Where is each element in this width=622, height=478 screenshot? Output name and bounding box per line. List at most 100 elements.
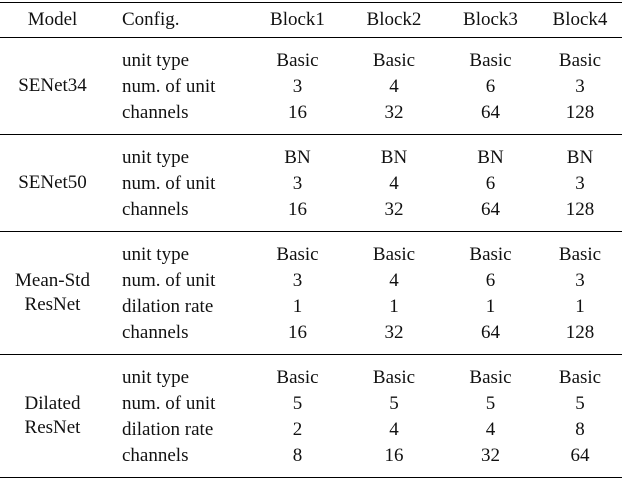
block4-cell: 128 xyxy=(565,102,595,123)
table-row: channels 8 16 32 64 xyxy=(0,443,622,478)
config-cell: num. of unit xyxy=(122,393,216,414)
block3-cell: 64 xyxy=(481,199,500,220)
table-row: num. of unit 3 4 6 3 xyxy=(0,74,622,100)
block3-cell: BN xyxy=(477,147,504,168)
block2-cell: Basic xyxy=(372,244,416,265)
block1-cell: 3 xyxy=(292,76,303,97)
block4-cell: 3 xyxy=(575,76,585,97)
block1-cell: Basic xyxy=(276,244,319,265)
table-row: Mean-Std ResNet unit type Basic Basic Basic Ba… xyxy=(0,232,622,315)
block4-cell: 5 xyxy=(575,393,585,414)
table-row: SENet50 unit type BN BN BN BN xyxy=(0,135,622,193)
header-config: Config. xyxy=(122,9,180,30)
table-row: channels 16 32 64 128 xyxy=(0,320,622,355)
config-cell: unit type xyxy=(122,367,190,388)
block4-cell: Basic xyxy=(558,367,602,388)
config-cell: unit type xyxy=(122,244,190,265)
block1-cell: 5 xyxy=(292,393,303,414)
config-cell: num. of unit xyxy=(122,76,216,97)
header-row: Model Config. Block1 Block2 Block3 Block… xyxy=(0,2,622,38)
header-model: Model xyxy=(27,9,78,30)
config-cell: num. of unit xyxy=(122,270,216,291)
config-cell: unit type xyxy=(122,147,190,168)
block4-cell: Basic xyxy=(558,50,602,71)
table-row: SENet34 unit type Basic Basic Basic Basic xyxy=(0,38,622,96)
block1-cell: Basic xyxy=(276,50,319,71)
config-cell: channels xyxy=(122,445,189,466)
model-name-cell: Dilated ResNet xyxy=(0,355,105,478)
block4-cell: Basic xyxy=(558,244,602,265)
block1-cell: 3 xyxy=(292,173,303,194)
model-group: Dilated ResNet unit type Basic Basic Basic Bas… xyxy=(0,355,622,478)
block4-cell: 1 xyxy=(575,296,585,317)
block1-cell: BN xyxy=(284,147,311,168)
block2-cell: 1 xyxy=(389,296,399,317)
block3-cell: 6 xyxy=(485,270,496,291)
config-cell: unit type xyxy=(122,50,190,71)
block1-cell: 1 xyxy=(292,296,303,317)
table-row: dilation rate 2 4 4 8 xyxy=(0,417,622,443)
model-name-cell: Mean-Std ResNet xyxy=(0,232,105,355)
config-cell: dilation rate xyxy=(122,296,214,317)
block4-cell: 128 xyxy=(565,322,595,343)
block4-cell: BN xyxy=(566,147,594,168)
block3-cell: Basic xyxy=(469,367,512,388)
table-row: channels 16 32 64 128 xyxy=(0,197,622,232)
config-cell: channels xyxy=(122,102,189,123)
block1-cell: 16 xyxy=(288,322,307,343)
block2-cell: 4 xyxy=(389,270,399,291)
header-block4: Block4 xyxy=(552,9,608,30)
model-name-cell: SENet50 xyxy=(0,135,105,232)
model-name-line: ResNet xyxy=(24,294,81,315)
table-row: Dilated ResNet unit type Basic Basic Basic Bas… xyxy=(0,355,622,438)
block3-cell: 4 xyxy=(485,419,496,440)
config-cell: num. of unit xyxy=(122,173,216,194)
block2-cell: 32 xyxy=(384,102,404,123)
block1-cell: 16 xyxy=(288,199,307,220)
block1-cell: 2 xyxy=(292,419,303,440)
block2-cell: 5 xyxy=(389,393,399,414)
table-row: channels 16 32 64 128 xyxy=(0,100,622,135)
config-cell: dilation rate xyxy=(122,419,214,440)
block4-cell: 3 xyxy=(575,173,585,194)
model-name-cell: SENet34 xyxy=(0,38,105,135)
block2-cell: 16 xyxy=(384,445,404,466)
block1-cell: Basic xyxy=(276,367,319,388)
block2-cell: BN xyxy=(380,147,408,168)
block1-cell: 8 xyxy=(292,445,303,466)
block2-cell: 4 xyxy=(389,76,399,97)
model-group: Mean-Std ResNet unit type Basic Basic Basic Ba… xyxy=(0,232,622,355)
block3-cell: 5 xyxy=(485,393,496,414)
config-cell: channels xyxy=(122,199,189,220)
table-header: Model Config. Block1 Block2 Block3 Block… xyxy=(0,2,622,38)
block3-cell: 6 xyxy=(485,76,496,97)
model-name-line: ResNet xyxy=(24,417,81,438)
block3-cell: Basic xyxy=(469,50,512,71)
table-row: num. of unit 3 4 6 3 xyxy=(0,171,622,197)
block2-cell: 4 xyxy=(389,419,399,440)
block4-cell: 64 xyxy=(570,445,590,466)
block4-cell: 3 xyxy=(575,270,585,291)
block3-cell: 1 xyxy=(485,296,496,317)
model-name-line: SENet34 xyxy=(18,75,87,96)
block4-cell: 128 xyxy=(565,199,595,220)
block1-cell: 16 xyxy=(288,102,307,123)
block1-cell: 3 xyxy=(292,270,303,291)
model-group: SENet50 unit type BN BN BN BN num. of unit 3 4 6 3… xyxy=(0,135,622,232)
table-row: num. of unit 5 5 5 5 xyxy=(0,391,622,417)
table-row: num. of unit 3 4 6 3 xyxy=(0,268,622,294)
block3-cell: 64 xyxy=(481,102,500,123)
block2-cell: 32 xyxy=(384,199,404,220)
block2-cell: Basic xyxy=(372,50,416,71)
model-group: SENet34 unit type Basic Basic Basic Basic num.… xyxy=(0,38,622,135)
block2-cell: 32 xyxy=(384,322,404,343)
model-name-line: Dilated xyxy=(24,393,81,414)
model-name-line: Mean-Std xyxy=(15,270,90,291)
header-block2: Block2 xyxy=(366,9,422,30)
header-block1: Block1 xyxy=(270,9,325,30)
block3-cell: Basic xyxy=(469,244,512,265)
block2-cell: Basic xyxy=(372,367,416,388)
model-name-line: SENet50 xyxy=(18,172,87,193)
block3-cell: 6 xyxy=(485,173,496,194)
